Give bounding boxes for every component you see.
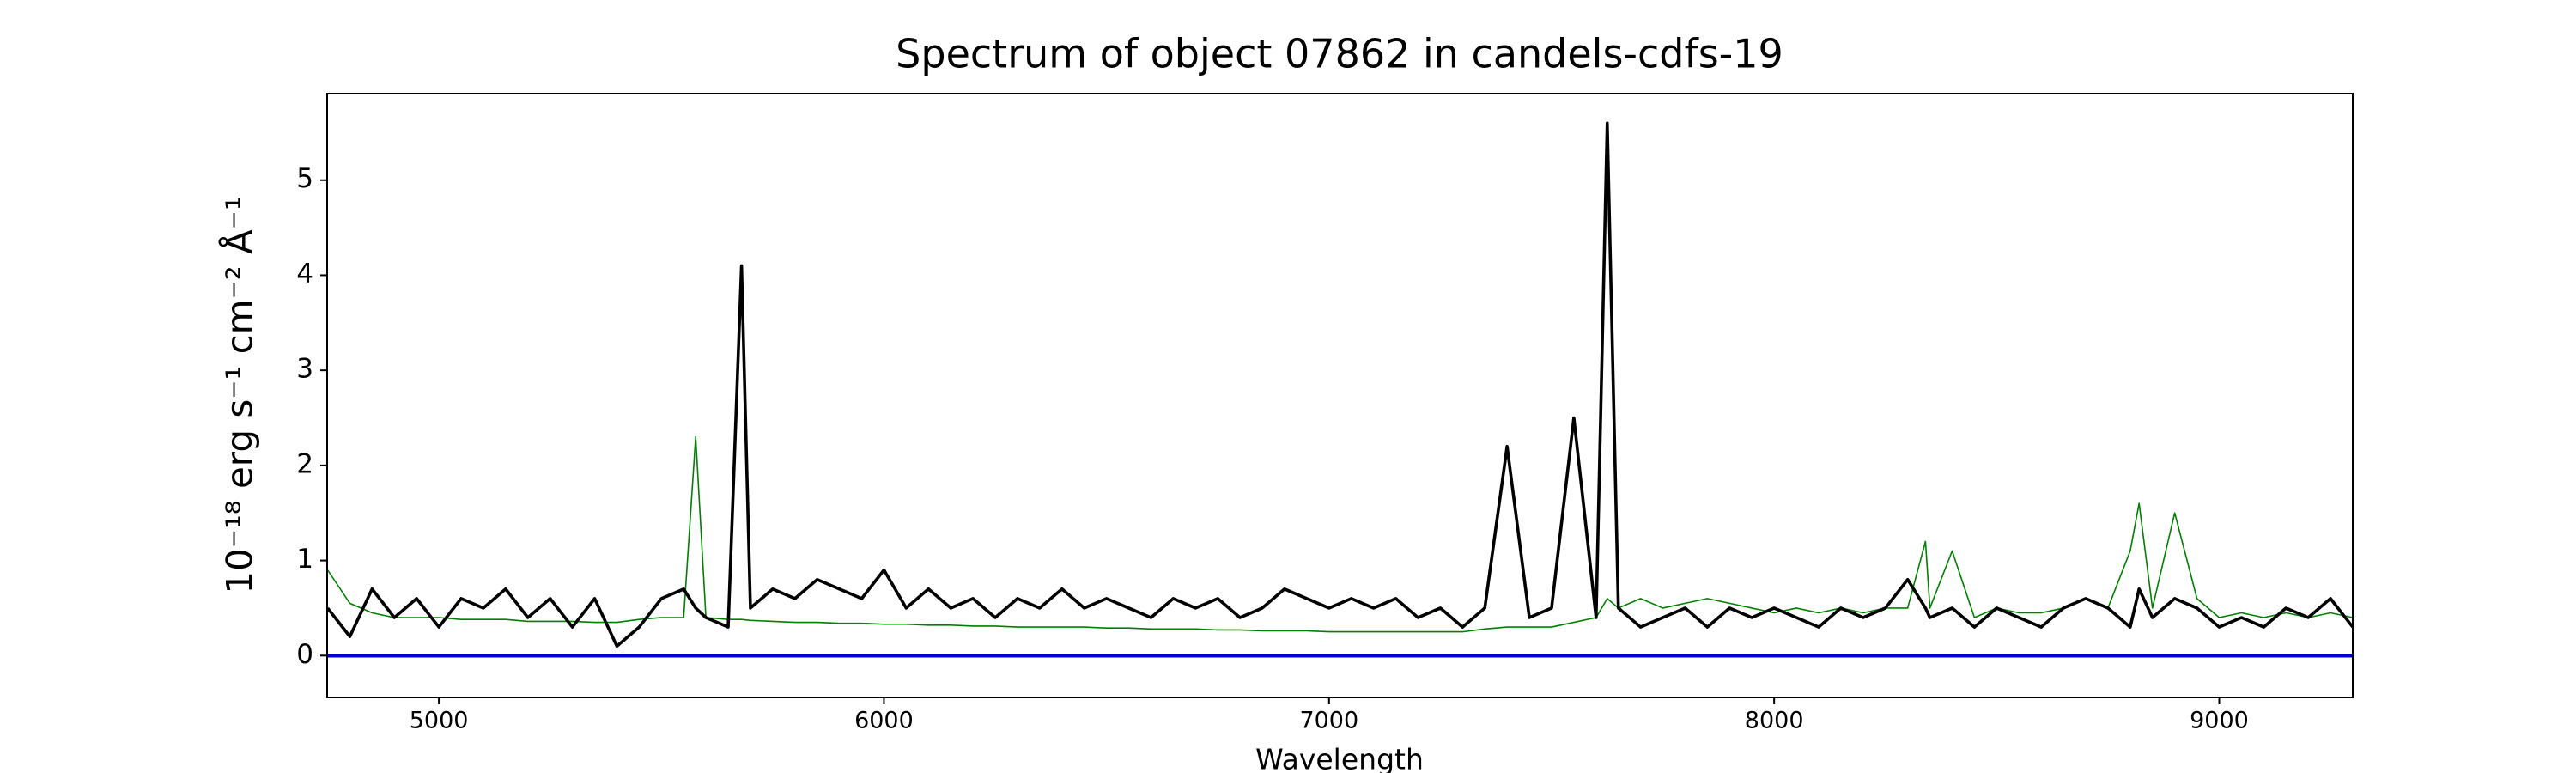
y-tick-label: 4 xyxy=(296,259,313,289)
spectrum-line xyxy=(326,435,2354,633)
x-tick-label: 5000 xyxy=(410,708,469,734)
y-tick-label: 0 xyxy=(296,639,313,670)
y-tick-label: 2 xyxy=(296,448,313,479)
y-axis-label: 10⁻¹⁸ erg s⁻¹ cm⁻² Å⁻¹ xyxy=(218,196,261,593)
x-axis-label: Wavelength xyxy=(1255,743,1424,773)
x-tick-label: 8000 xyxy=(1745,708,1804,734)
chart-title: Spectrum of object 07862 in candels-cdfs… xyxy=(896,31,1783,77)
spectrum-line xyxy=(326,121,2354,648)
x-tick-label: 7000 xyxy=(1299,708,1358,734)
plot-frame xyxy=(326,93,2354,698)
y-tick-label: 1 xyxy=(296,544,313,575)
y-tick-label: 3 xyxy=(296,354,313,385)
x-tick-label: 9000 xyxy=(2190,708,2249,734)
y-tick-label: 5 xyxy=(296,163,313,194)
x-tick-label: 6000 xyxy=(854,708,914,734)
